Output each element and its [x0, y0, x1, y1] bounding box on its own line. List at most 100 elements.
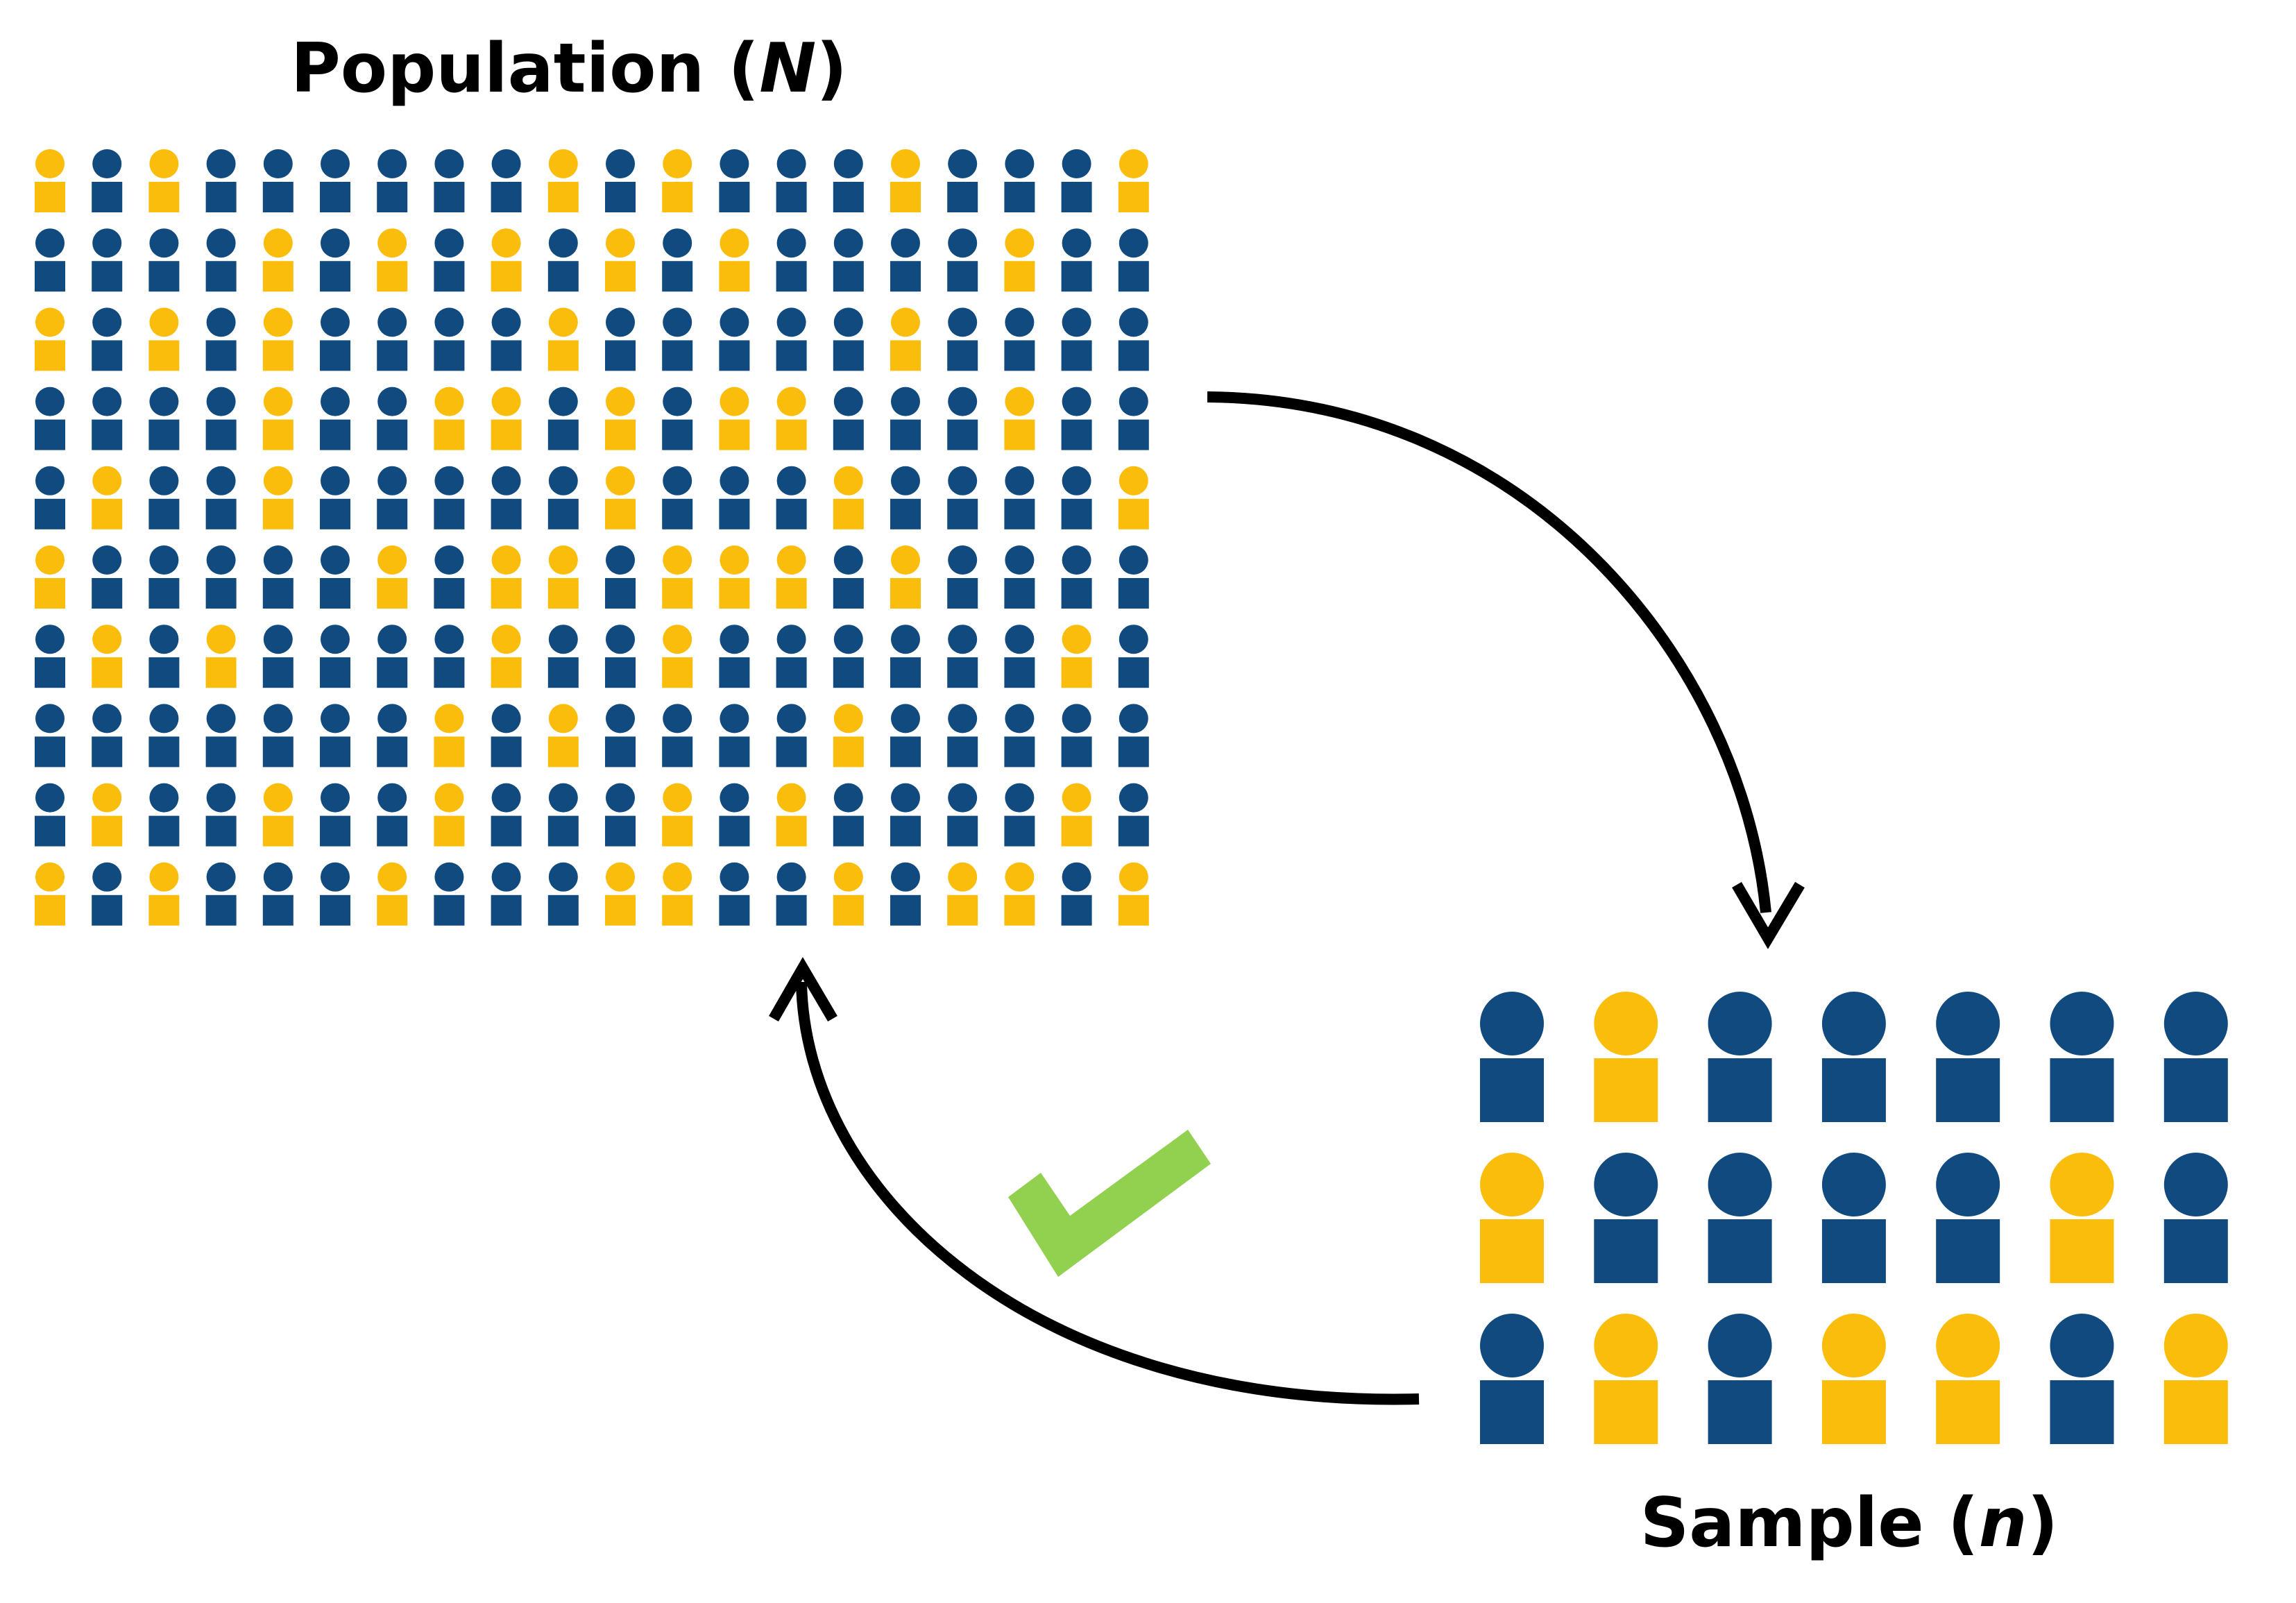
population-person-icon — [662, 625, 693, 688]
person-head — [149, 228, 179, 258]
person-head — [1005, 704, 1035, 733]
person-body — [1004, 182, 1035, 212]
person-head — [434, 149, 464, 178]
person-body — [377, 815, 408, 847]
population-person-icon — [35, 783, 65, 847]
population-person-icon — [947, 783, 978, 847]
person-head — [35, 704, 65, 733]
person-head — [321, 307, 350, 337]
person-head — [1005, 783, 1035, 813]
person-head — [1062, 228, 1091, 258]
person-head — [263, 704, 293, 733]
person-head — [491, 783, 521, 813]
person-body — [547, 815, 579, 847]
person-body — [1118, 657, 1149, 688]
person-head — [663, 387, 692, 416]
person-head — [1594, 992, 1658, 1055]
population-person-icon — [320, 545, 350, 609]
person-head — [1119, 228, 1148, 258]
population-person-icon — [776, 149, 807, 212]
person-head — [1936, 1314, 2000, 1377]
person-head — [663, 307, 692, 337]
population-person-icon — [1061, 545, 1092, 609]
population-person-icon — [833, 228, 864, 292]
population-person-icon — [890, 704, 921, 767]
person-head — [606, 228, 635, 258]
population-person-icon — [1061, 862, 1092, 926]
person-body — [205, 578, 237, 609]
person-body — [547, 736, 579, 767]
person-body — [776, 340, 807, 371]
person-body — [205, 815, 237, 847]
person-body — [1118, 736, 1149, 767]
population-person-icon — [377, 545, 408, 609]
person-head — [948, 783, 978, 813]
person-body — [35, 657, 65, 688]
person-body — [148, 340, 180, 371]
population-person-icon — [434, 307, 465, 371]
arrow-to-population — [769, 957, 1420, 1405]
population-person-icon — [547, 307, 579, 371]
population-person-icon — [719, 228, 750, 292]
population-person-icon — [1061, 783, 1092, 847]
population-person-icon — [719, 307, 750, 371]
person-head — [663, 862, 692, 892]
population-person-icon — [262, 228, 294, 292]
person-body — [605, 340, 636, 371]
sample-person-icon — [1936, 1314, 2000, 1444]
person-body — [1936, 1058, 2000, 1122]
person-body — [434, 182, 465, 212]
person-body — [434, 340, 465, 371]
person-body — [662, 340, 693, 371]
person-body — [1004, 340, 1035, 371]
population-person-icon — [1004, 387, 1035, 450]
person-head — [891, 704, 920, 733]
person-head — [1480, 1314, 1544, 1377]
population-person-icon — [491, 228, 522, 292]
person-body — [205, 261, 237, 292]
person-body — [1708, 1219, 1772, 1283]
person-body — [833, 419, 864, 450]
population-person-icon — [547, 228, 579, 292]
person-head — [1062, 704, 1091, 733]
person-body — [547, 657, 579, 688]
person-body — [1708, 1058, 1772, 1122]
person-body — [947, 894, 978, 926]
population-person-icon — [1118, 862, 1149, 926]
person-body — [148, 182, 180, 212]
person-body — [1594, 1380, 1658, 1444]
person-head — [833, 307, 863, 337]
person-head — [206, 466, 236, 495]
person-head — [833, 704, 863, 733]
person-body — [434, 261, 465, 292]
sample-person-icon — [1480, 1314, 1544, 1444]
person-head — [833, 149, 863, 178]
person-head — [377, 387, 407, 416]
population-person-icon — [262, 783, 294, 847]
person-head — [1005, 625, 1035, 654]
person-body — [148, 894, 180, 926]
person-body — [1061, 419, 1092, 450]
population-person-icon — [833, 783, 864, 847]
sample-person-icon — [1594, 1153, 1658, 1283]
person-body — [377, 894, 408, 926]
population-person-icon — [547, 545, 579, 609]
person-body — [1004, 498, 1035, 529]
population-person-icon — [1118, 783, 1149, 847]
person-body — [1004, 657, 1035, 688]
sample-person-icon — [1708, 992, 1772, 1122]
person-body — [1118, 894, 1149, 926]
person-head — [720, 149, 749, 178]
person-head — [35, 783, 65, 813]
person-head — [92, 783, 122, 813]
person-body — [92, 498, 123, 529]
population-person-icon — [547, 625, 579, 688]
person-body — [434, 578, 465, 609]
person-head — [1119, 149, 1148, 178]
person-body — [947, 419, 978, 450]
person-body — [605, 419, 636, 450]
person-head — [948, 466, 978, 495]
person-body — [547, 182, 579, 212]
person-body — [890, 182, 921, 212]
population-person-icon — [205, 387, 237, 450]
